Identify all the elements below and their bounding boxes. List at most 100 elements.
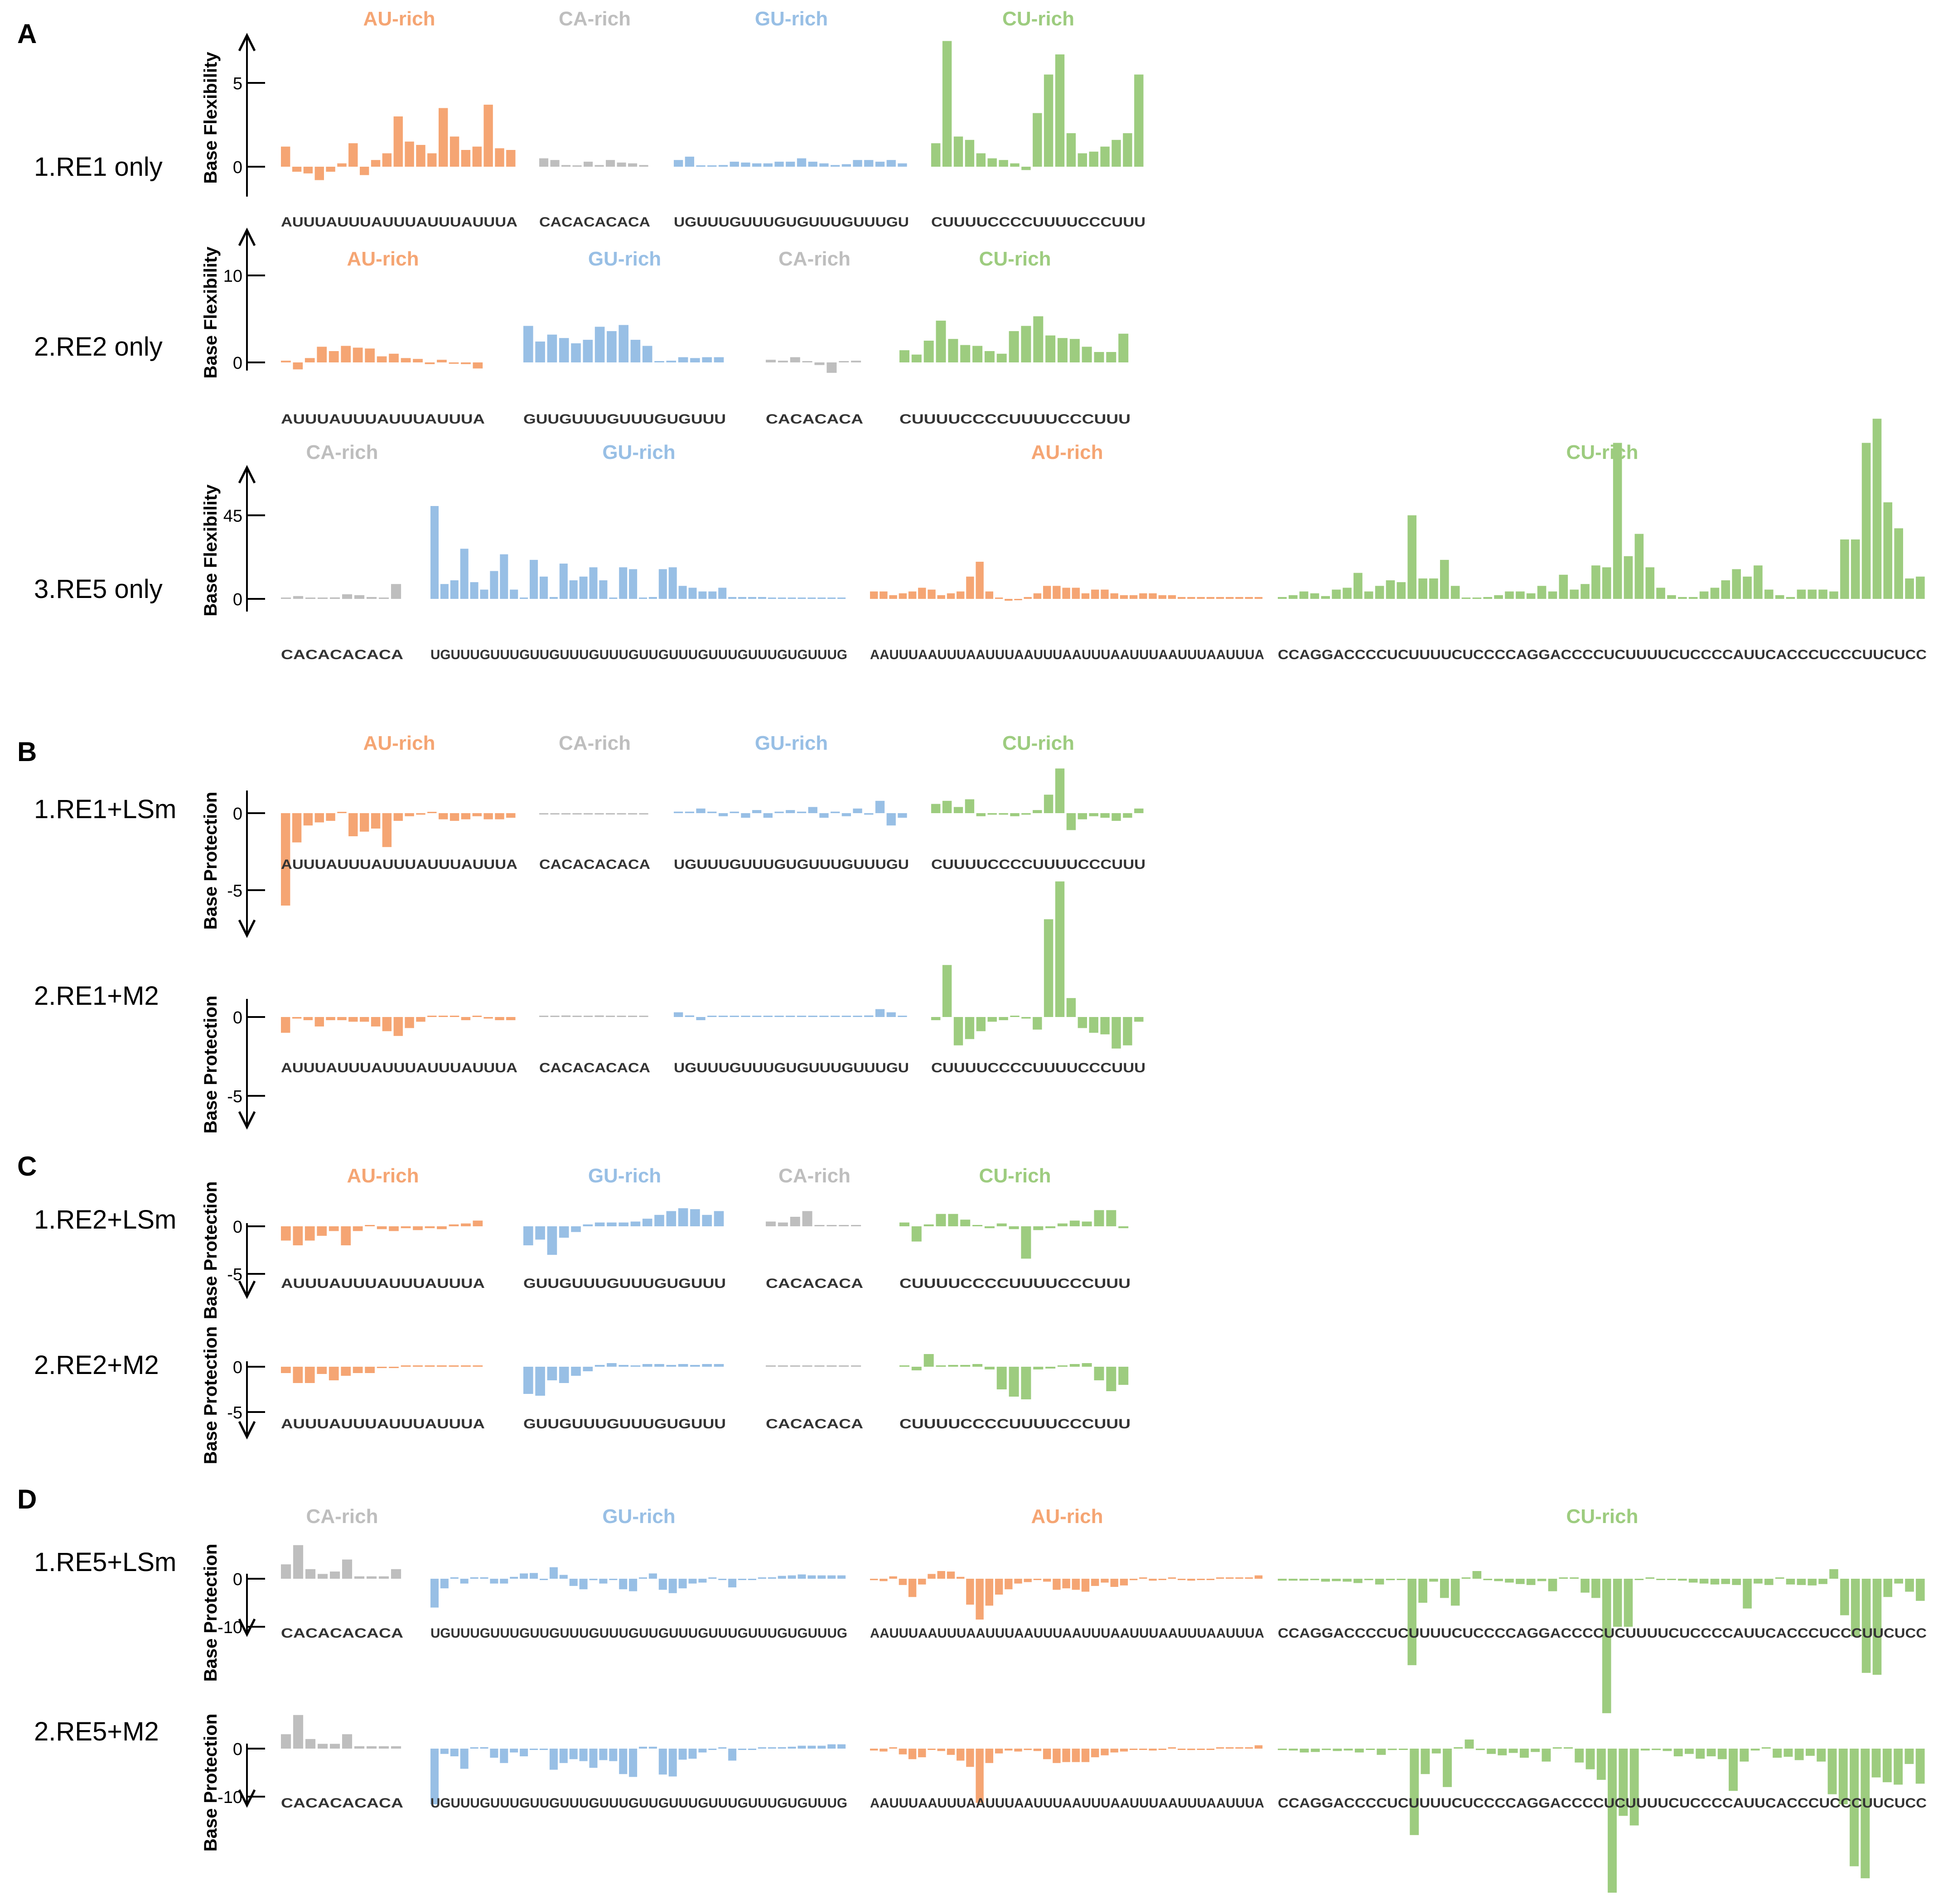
bar — [437, 360, 447, 362]
bar — [1110, 593, 1118, 599]
bar — [510, 1576, 518, 1579]
bar — [1353, 573, 1363, 599]
panel-B-row-4: 1.RE1+LSm Base Protection 0 -5 AU-rich AUUUAU… — [34, 732, 1145, 938]
sequence-label: CUUUUCCCCUUUUCCCUUU — [899, 412, 1131, 427]
bar — [1817, 1749, 1826, 1762]
segment-cu-rich: CCAGGACCCCUCUUUUCUCCCCAGGACCCCUCUUUUCUCC… — [1278, 1739, 1927, 1893]
bar — [1464, 1739, 1474, 1749]
bar — [668, 567, 677, 599]
bar — [839, 1365, 849, 1367]
bar — [449, 1224, 459, 1226]
bar — [1033, 1579, 1042, 1580]
sequence-label: CACACACACA — [539, 857, 650, 872]
bar — [1516, 1579, 1525, 1584]
bar — [367, 1576, 377, 1579]
sequence-label: GUUGUUUGUUUGUGUUU — [523, 1276, 726, 1291]
bar — [1840, 1579, 1849, 1615]
bar — [1043, 1579, 1051, 1582]
bar — [1069, 339, 1080, 362]
bar — [401, 358, 411, 362]
bar — [1057, 1365, 1068, 1367]
bar — [1915, 1749, 1925, 1784]
segment-au-rich: AUUUAUUUAUUUAUUUA — [281, 1365, 485, 1432]
y-tick-label: -5 — [227, 1265, 242, 1284]
bar — [461, 813, 471, 819]
segment-au-rich: AAUUUAAUUUAAUUUAAUUUAAUUUAAUUUAAUUUAAUUU… — [870, 1745, 1264, 1811]
segment-title: CU-rich — [1566, 1505, 1638, 1528]
bar — [639, 165, 648, 167]
segment-cu-rich: CU-rich CUUUUCCCCUUUUCCCUUU — [899, 248, 1131, 427]
bar — [292, 813, 302, 843]
bar — [728, 1579, 737, 1588]
bar — [539, 158, 549, 167]
bar — [1624, 1579, 1633, 1627]
bar — [1656, 588, 1665, 599]
bar — [460, 1579, 469, 1584]
bar — [654, 361, 664, 362]
bar — [788, 1575, 796, 1579]
bar — [639, 1577, 647, 1579]
segment-gu-rich: GUUGUUUGUUUGUGUUU — [523, 1363, 726, 1432]
bar — [976, 1579, 984, 1620]
bar — [1678, 1579, 1687, 1581]
bar — [293, 1367, 303, 1383]
bar — [696, 1017, 706, 1020]
bar — [609, 598, 618, 599]
bar — [1410, 1749, 1419, 1835]
bar — [718, 1747, 727, 1749]
bar — [1559, 1577, 1568, 1579]
bar — [1206, 597, 1215, 599]
segment-title: CA-rich — [306, 1505, 378, 1528]
bar — [928, 1749, 936, 1750]
bar — [1123, 1017, 1132, 1046]
bar — [460, 1749, 469, 1769]
bar — [1732, 1579, 1741, 1585]
bar — [953, 807, 963, 813]
bar — [678, 1364, 688, 1367]
bar — [483, 105, 493, 167]
bar — [609, 1749, 618, 1761]
y-tick-label: 0 — [233, 1008, 242, 1027]
bar — [826, 362, 837, 373]
bar — [1178, 1749, 1186, 1750]
bar — [379, 1746, 389, 1749]
bar — [786, 810, 795, 813]
bar — [1134, 74, 1144, 167]
bar — [880, 1749, 888, 1752]
bar — [1764, 589, 1774, 599]
bar — [778, 361, 788, 362]
bar — [572, 813, 582, 815]
bar — [817, 1575, 826, 1579]
bar — [617, 813, 626, 815]
segment-title: AU-rich — [347, 1165, 419, 1187]
bar — [589, 1579, 598, 1581]
sequence-label: AUUUAUUUAUUUAUUUAUUUA — [281, 857, 517, 872]
bar — [752, 810, 762, 813]
segment-title: CU-rich — [1566, 441, 1638, 463]
bar — [1505, 591, 1514, 599]
bar — [1069, 1220, 1080, 1226]
bar — [1014, 1749, 1022, 1752]
bar — [1134, 1017, 1144, 1022]
bar — [1055, 768, 1065, 813]
sequence-label: CACACACACA — [281, 1796, 403, 1811]
bar — [957, 591, 965, 599]
bar — [1429, 578, 1438, 599]
bar — [899, 1579, 907, 1585]
bar — [572, 165, 582, 167]
bar — [1629, 1749, 1639, 1826]
bar — [539, 1016, 549, 1017]
bar — [607, 1363, 617, 1367]
bar — [1033, 113, 1042, 167]
bar — [569, 1579, 578, 1586]
bar — [1905, 578, 1914, 599]
bar — [1072, 588, 1080, 599]
bar — [1483, 597, 1493, 599]
bar — [1226, 597, 1234, 599]
sequence-label: CUUUUCCCCUUUUCCCUUU — [931, 857, 1145, 872]
bar — [1883, 1579, 1893, 1597]
bar — [972, 1225, 983, 1226]
bar — [899, 1222, 909, 1226]
bar — [918, 588, 926, 599]
bar — [314, 813, 324, 823]
